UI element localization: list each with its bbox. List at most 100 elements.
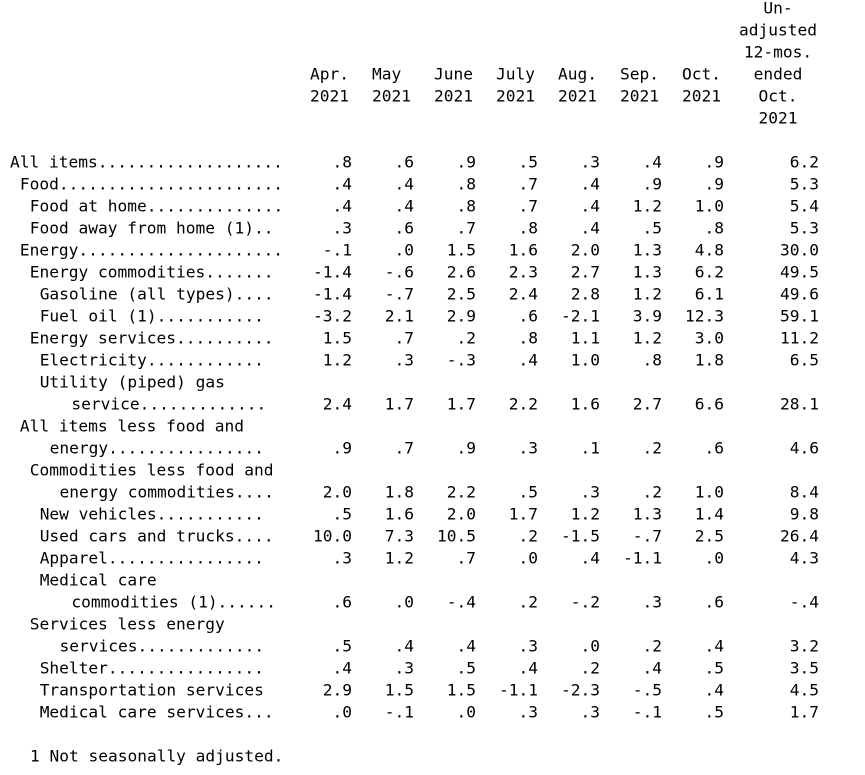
cell-value: 2.5 bbox=[695, 527, 724, 546]
cell-value: 2.7 bbox=[633, 395, 662, 414]
cell-value: 26.4 bbox=[780, 527, 819, 546]
column-header: 2021 bbox=[434, 87, 473, 106]
cell-value: 59.1 bbox=[780, 307, 819, 326]
cell-value: 1.2 bbox=[633, 197, 662, 216]
row-label: service............. bbox=[71, 395, 266, 414]
column-header: Apr. bbox=[310, 65, 349, 84]
row-label: Utility (piped) gas bbox=[40, 373, 225, 392]
cell-value: -.4 bbox=[447, 593, 476, 612]
cell-value: 1.5 bbox=[447, 681, 476, 700]
cell-value: .0 bbox=[395, 241, 415, 260]
cell-value: .7 bbox=[395, 329, 415, 348]
cell-value: .4 bbox=[705, 637, 725, 656]
cell-value: .3 bbox=[581, 483, 601, 502]
cell-value: 28.1 bbox=[780, 395, 819, 414]
cell-value: .9 bbox=[333, 439, 353, 458]
cell-value: .5 bbox=[519, 483, 539, 502]
row-label: Energy services.......... bbox=[30, 329, 274, 348]
cell-value: .9 bbox=[643, 175, 663, 194]
cell-value: .4 bbox=[457, 637, 477, 656]
cell-value: .8 bbox=[519, 219, 539, 238]
cell-value: 1.3 bbox=[633, 263, 662, 282]
row-label: Energy commodities....... bbox=[30, 263, 274, 282]
cell-value: 3.0 bbox=[695, 329, 724, 348]
cell-value: -.7 bbox=[385, 285, 414, 304]
row-label: Fuel oil (1)........... bbox=[40, 307, 264, 326]
cell-value: 10.0 bbox=[313, 527, 352, 546]
cell-value: .6 bbox=[395, 153, 415, 172]
cell-value: 6.1 bbox=[695, 285, 724, 304]
cell-value: 1.7 bbox=[509, 505, 538, 524]
cell-value: 3.5 bbox=[790, 659, 819, 678]
row-label: Medical care services... bbox=[40, 703, 274, 722]
cell-value: 1.7 bbox=[447, 395, 476, 414]
cell-value: 1.2 bbox=[385, 549, 414, 568]
cell-value: 2.2 bbox=[447, 483, 476, 502]
cell-value: 5.4 bbox=[790, 197, 819, 216]
cell-value: .5 bbox=[519, 153, 539, 172]
cell-value: 2.8 bbox=[571, 285, 600, 304]
cell-value: .4 bbox=[581, 175, 601, 194]
cell-value: 2.2 bbox=[509, 395, 538, 414]
cell-value: .2 bbox=[519, 593, 539, 612]
cell-value: 2.0 bbox=[323, 483, 352, 502]
cell-value: 10.5 bbox=[437, 527, 476, 546]
cell-value: .3 bbox=[581, 153, 601, 172]
column-header: July bbox=[496, 65, 535, 84]
cell-value: 1.6 bbox=[571, 395, 600, 414]
cell-value: -.5 bbox=[633, 681, 662, 700]
cell-value: .4 bbox=[333, 659, 353, 678]
cell-value: 2.1 bbox=[385, 307, 414, 326]
cell-value: 11.2 bbox=[780, 329, 819, 348]
cell-value: .8 bbox=[457, 197, 477, 216]
cell-value: .3 bbox=[581, 703, 601, 722]
cell-value: 3.9 bbox=[633, 307, 662, 326]
row-label: energy................ bbox=[50, 439, 264, 458]
cell-value: 2.4 bbox=[323, 395, 352, 414]
cell-value: .4 bbox=[333, 175, 353, 194]
cell-value: 1.0 bbox=[695, 483, 724, 502]
column-header: 2021 bbox=[496, 87, 535, 106]
cell-value: .0 bbox=[581, 637, 601, 656]
cell-value: 1.0 bbox=[695, 197, 724, 216]
cell-value: -1.1 bbox=[623, 549, 662, 568]
cell-value: 6.5 bbox=[790, 351, 819, 370]
row-label: Food away from home (1).. bbox=[30, 219, 274, 238]
row-label: Transportation services bbox=[40, 681, 264, 700]
cell-value: .2 bbox=[643, 439, 663, 458]
cell-value: 1.6 bbox=[385, 505, 414, 524]
cell-value: .0 bbox=[395, 593, 415, 612]
row-label: Gasoline (all types).... bbox=[40, 285, 274, 304]
cell-value: 1.7 bbox=[385, 395, 414, 414]
cell-value: .7 bbox=[457, 219, 477, 238]
cell-value: .5 bbox=[705, 703, 725, 722]
cell-value: .2 bbox=[643, 483, 663, 502]
cell-value: .4 bbox=[395, 175, 415, 194]
cell-value: 4.3 bbox=[790, 549, 819, 568]
cell-value: .4 bbox=[643, 153, 663, 172]
cell-value: 2.6 bbox=[447, 263, 476, 282]
cell-value: 30.0 bbox=[780, 241, 819, 260]
cell-value: .3 bbox=[643, 593, 663, 612]
cell-value: .8 bbox=[457, 175, 477, 194]
row-label: Shelter................ bbox=[40, 659, 264, 678]
cell-value: .3 bbox=[395, 659, 415, 678]
column-header: Sep. bbox=[620, 65, 659, 84]
cell-value: .0 bbox=[519, 549, 539, 568]
cell-value: 2.5 bbox=[447, 285, 476, 304]
cell-value: .0 bbox=[333, 703, 353, 722]
cell-value: .6 bbox=[519, 307, 539, 326]
cell-value: 5.3 bbox=[790, 219, 819, 238]
row-label: Food at home.............. bbox=[30, 197, 283, 216]
cell-value: .1 bbox=[581, 439, 601, 458]
cell-value: .2 bbox=[519, 527, 539, 546]
cell-value: .3 bbox=[519, 637, 539, 656]
cell-value: .4 bbox=[395, 637, 415, 656]
cell-value: .9 bbox=[457, 439, 477, 458]
cell-value: 4.5 bbox=[790, 681, 819, 700]
column-header: 2021 bbox=[682, 87, 721, 106]
cell-value: 6.6 bbox=[695, 395, 724, 414]
cell-value: -1.4 bbox=[313, 285, 352, 304]
column-header: Oct. bbox=[682, 65, 721, 84]
cell-value: .5 bbox=[333, 505, 353, 524]
